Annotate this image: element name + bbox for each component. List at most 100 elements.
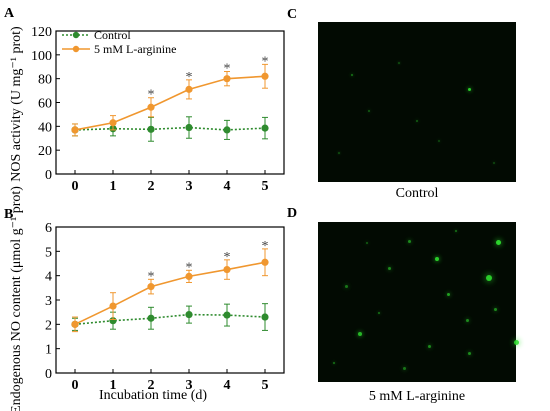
data-point-control <box>147 314 155 322</box>
fluorescence-spot <box>345 285 348 288</box>
y-tick-label: 0 <box>45 168 52 183</box>
data-point-l-arginine <box>147 103 155 111</box>
data-point-l-arginine <box>71 320 79 328</box>
data-point-control <box>185 311 193 319</box>
chart-b: B Endogenous NO content (μmol g⁻¹ prot) … <box>4 186 285 411</box>
plot-frame-b <box>55 226 285 374</box>
fluorescence-spot <box>398 62 400 64</box>
caption-control: Control <box>395 186 439 201</box>
fluorescence-spot <box>358 332 362 336</box>
micrograph-control <box>318 22 516 182</box>
x-tick-label: 5 <box>262 179 269 194</box>
panel-letter-c: C <box>287 7 298 22</box>
panel-letter-b: B <box>4 207 13 222</box>
series-line-control <box>74 313 266 326</box>
x-tick-label: 4 <box>224 179 231 194</box>
data-point-l-arginine <box>71 126 79 134</box>
series-line-l-arginine <box>74 261 266 326</box>
legend: Control 5 mM L-arginine <box>62 28 176 56</box>
legend-treatment-marker <box>72 45 80 53</box>
fluorescence-spot <box>438 140 440 142</box>
significance-marker: * <box>224 250 231 265</box>
charts-area: A NOS activity (U mg⁻¹ prot) Control 5 m… <box>4 6 285 411</box>
y-tick-label: 3 <box>45 294 52 309</box>
fluorescence-spot <box>366 242 368 244</box>
x-tick-label: 4 <box>224 378 231 393</box>
x-tick-label: 0 <box>72 179 79 194</box>
fluorescence-spot <box>466 319 469 322</box>
y-tick-label: 40 <box>38 120 52 135</box>
data-point-l-arginine <box>185 85 193 93</box>
x-tick-label: 3 <box>186 179 193 194</box>
data-point-control <box>261 313 269 321</box>
fluorescence-spot <box>514 340 519 345</box>
panel-letter-d: D <box>287 206 298 221</box>
data-point-control <box>223 126 231 134</box>
data-point-l-arginine <box>147 283 155 291</box>
data-point-control <box>223 311 231 319</box>
fluorescence-spot <box>496 240 501 245</box>
fluorescence-spot <box>486 275 492 281</box>
legend-control-label: Control <box>94 28 131 42</box>
significance-marker: * <box>262 239 269 254</box>
legend-control-marker <box>72 31 80 39</box>
y-tick-label: 2 <box>45 318 52 333</box>
data-point-l-arginine <box>185 272 193 280</box>
x-tick-label: 0 <box>72 378 79 393</box>
x-tick-label: 3 <box>186 378 193 393</box>
y-tick-label: 60 <box>38 97 52 112</box>
fluorescence-spot <box>468 352 471 355</box>
data-point-control <box>261 124 269 132</box>
y-tick-label: 20 <box>38 144 52 159</box>
panel-letter-a: A <box>4 6 15 21</box>
fluorescence-spot <box>378 312 380 314</box>
fluorescence-spot <box>493 162 495 164</box>
y-tick-label: 80 <box>38 73 52 88</box>
significance-marker: * <box>262 54 269 69</box>
fluorescence-spot <box>494 308 497 311</box>
y-tick-label: 0 <box>45 367 52 382</box>
significance-marker: * <box>186 260 193 275</box>
fluorescence-spot <box>368 110 370 112</box>
fluorescence-spot <box>468 88 471 91</box>
data-point-l-arginine <box>223 265 231 274</box>
significance-marker: * <box>148 269 155 284</box>
data-point-l-arginine <box>223 75 231 83</box>
series-line-control <box>74 126 266 131</box>
fluorescence-spot <box>408 240 411 243</box>
series-line-l-arginine <box>74 75 266 131</box>
fluorescence-spot <box>428 345 431 348</box>
significance-marker: * <box>148 88 155 103</box>
fluorescence-spot <box>333 362 335 364</box>
fluorescence-spot <box>416 120 418 122</box>
fluorescence-spot <box>351 74 353 76</box>
fluorescence-spot <box>455 230 457 232</box>
data-point-l-arginine <box>109 119 117 127</box>
micrograph-l-arginine <box>318 222 519 382</box>
x-tick-label: 2 <box>148 179 155 194</box>
y-tick-label: 6 <box>45 221 52 236</box>
caption-l-arginine: 5 mM L-arginine <box>368 389 466 404</box>
fluorescence-spot <box>447 293 450 296</box>
x-tick-label: 1 <box>110 378 117 393</box>
data-point-l-arginine <box>109 302 117 310</box>
fluorescence-spot <box>403 367 406 370</box>
x-axis-label-b: Incubation time (d) <box>99 388 207 403</box>
x-tick-label: 2 <box>148 378 155 393</box>
data-point-control <box>185 123 193 132</box>
data-point-l-arginine <box>261 72 269 80</box>
significance-marker: * <box>186 70 193 85</box>
data-point-l-arginine <box>261 258 269 266</box>
legend-treatment-label: 5 mM L-arginine <box>94 42 176 56</box>
significance-marker: * <box>224 62 231 77</box>
data-point-control <box>147 125 155 133</box>
y-tick-label: 120 <box>31 25 52 40</box>
y-tick-label: 1 <box>45 343 52 358</box>
fluorescence-spot <box>435 257 439 261</box>
data-point-control <box>109 317 117 325</box>
y-tick-label: 4 <box>45 270 52 285</box>
y-tick-label: 5 <box>45 245 52 260</box>
fluorescence-spot <box>388 267 391 270</box>
chart-a: A NOS activity (U mg⁻¹ prot) Control 5 m… <box>4 6 285 194</box>
y-axis-label-a: NOS activity (U mg⁻¹ prot) <box>9 26 24 182</box>
